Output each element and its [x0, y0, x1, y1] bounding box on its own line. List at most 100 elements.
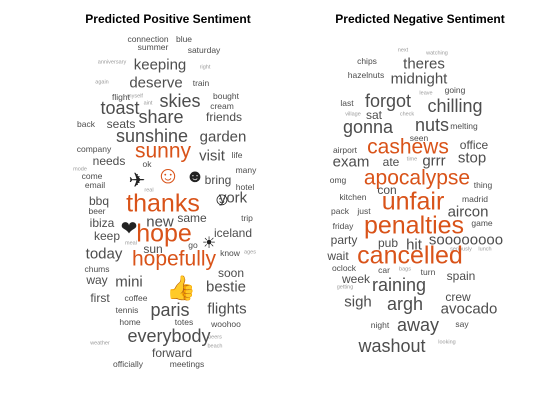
- positive-word: skies: [159, 91, 201, 111]
- positive-word: ibiza: [89, 216, 115, 230]
- slightly-smiling-face-icon: ☺: [212, 189, 232, 209]
- sun-icon: ☀: [201, 235, 217, 252]
- negative-word: bags: [399, 266, 411, 273]
- positive-word: iceland: [213, 226, 253, 240]
- negative-word: check: [399, 111, 415, 118]
- negative-word: stop: [457, 149, 487, 167]
- positive-word: connection: [127, 33, 169, 44]
- negative-cloud-title: Predicted Negative Sentiment: [335, 12, 505, 26]
- negative-word: apocalypse: [363, 166, 471, 190]
- negative-word: next: [397, 47, 409, 54]
- negative-word: forgot: [364, 91, 412, 111]
- positive-word: sunshine: [115, 126, 189, 146]
- positive-word: trip: [241, 212, 253, 223]
- positive-word: keeping: [133, 56, 187, 74]
- negative-word: con: [377, 183, 397, 197]
- positive-word: sun: [143, 242, 163, 256]
- negative-word: party: [330, 233, 358, 247]
- negative-word: hazelnuts: [347, 69, 385, 80]
- positive-word: come: [81, 170, 103, 181]
- grinning-face-icon: ☻: [185, 166, 205, 186]
- negative-word: omg: [329, 174, 347, 185]
- positive-word: train: [192, 77, 210, 88]
- positive-word: york: [218, 189, 248, 207]
- negative-word: penalties: [363, 211, 465, 240]
- negative-word: crew: [445, 290, 471, 304]
- positive-word: friends: [205, 110, 243, 124]
- positive-word: real: [144, 187, 154, 194]
- positive-word: bring: [204, 173, 232, 187]
- negative-word: seriously: [450, 246, 472, 253]
- negative-word: madrid: [462, 193, 488, 204]
- positive-word: first: [90, 291, 110, 305]
- negative-word: theres: [403, 55, 445, 73]
- positive-word: today: [85, 245, 123, 263]
- negative-word: time: [406, 156, 418, 163]
- positive-word: same: [177, 211, 207, 225]
- positive-word: chums: [84, 263, 110, 274]
- negative-word: argh: [386, 294, 424, 314]
- positive-word: coffee: [124, 292, 148, 303]
- negative-word: say: [455, 318, 469, 329]
- positive-word: bought: [213, 90, 239, 101]
- positive-word: company: [76, 143, 112, 154]
- negative-word: lunch: [478, 246, 492, 253]
- positive-word: weather: [90, 340, 110, 347]
- negative-word: office: [459, 138, 489, 152]
- positive-word: life: [231, 149, 243, 160]
- negative-word: leave: [419, 90, 433, 97]
- positive-word: ages: [244, 249, 256, 256]
- negative-word: gonna: [342, 117, 394, 137]
- positive-word: beer: [88, 205, 106, 216]
- negative-word: sigh: [344, 293, 372, 311]
- negative-word: last: [340, 97, 354, 108]
- negative-word: watching: [426, 50, 448, 57]
- positive-word: needs: [92, 154, 126, 168]
- positive-word: anniversary: [97, 59, 127, 66]
- positive-word: way: [86, 273, 108, 287]
- positive-word: email: [84, 179, 106, 190]
- negative-word: chips: [357, 55, 377, 66]
- negative-word: week: [341, 272, 371, 286]
- positive-word: summer: [137, 41, 169, 52]
- negative-word: friday: [332, 220, 354, 231]
- airplane-icon: ✈: [128, 170, 146, 192]
- negative-word: thing: [473, 179, 493, 190]
- negative-word: car: [378, 264, 390, 275]
- negative-word: aircon: [447, 203, 489, 221]
- negative-word: village: [345, 111, 361, 118]
- positive-word: mode: [73, 166, 87, 173]
- negative-word: airport: [332, 144, 358, 155]
- positive-word: hope: [136, 219, 192, 248]
- negative-word: soooooooo: [428, 231, 504, 249]
- positive-word: aint: [143, 100, 153, 107]
- negative-word: pub: [377, 236, 399, 250]
- positive-word: bbq: [88, 194, 110, 208]
- thumbs-up-icon: 👍: [166, 275, 196, 302]
- positive-word: home: [119, 316, 141, 327]
- positive-word: blue: [175, 33, 193, 44]
- positive-word: paris: [150, 300, 190, 320]
- negative-word: midnight: [390, 70, 448, 88]
- positive-word: everybody: [127, 326, 211, 346]
- positive-word: myself: [127, 93, 143, 100]
- positive-word: share: [138, 107, 184, 127]
- positive-cloud-title: Predicted Positive Sentiment: [85, 12, 251, 26]
- positive-word: garden: [199, 128, 247, 146]
- positive-word: cream: [210, 100, 234, 111]
- positive-word: keep: [93, 229, 121, 243]
- negative-word: getting: [336, 284, 354, 291]
- negative-word: raining: [371, 275, 427, 295]
- negative-word: away: [396, 315, 440, 335]
- positive-word: hotel: [235, 181, 255, 192]
- positive-word: sunny: [134, 139, 192, 163]
- positive-word: meetings: [169, 358, 205, 369]
- positive-word: again: [95, 79, 109, 86]
- positive-word: meal: [125, 240, 137, 247]
- negative-word: spain: [446, 269, 476, 283]
- positive-word: flight: [112, 91, 130, 102]
- positive-word: go: [188, 239, 198, 250]
- positive-word: many: [235, 164, 257, 175]
- negative-word: sat: [365, 108, 383, 122]
- positive-word: toast: [100, 98, 140, 118]
